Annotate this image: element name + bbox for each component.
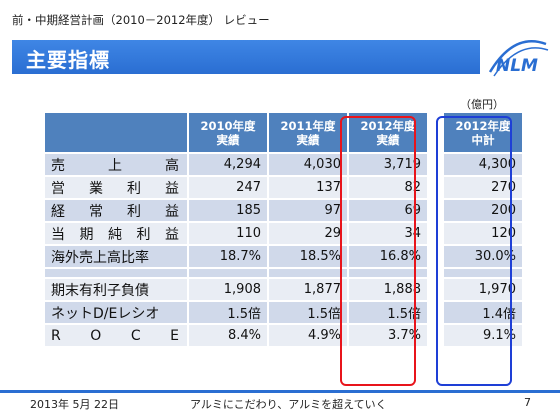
column-header: 2011年度 実績 <box>268 113 349 154</box>
row-label-text: O <box>90 327 102 344</box>
highlight-2012-actual <box>340 116 416 386</box>
row-label-text: 当 <box>51 226 65 243</box>
row-label-text: 益 <box>165 226 179 243</box>
row-label-text: 益 <box>165 203 179 220</box>
footer-date: 2013年 5月 22日 <box>30 398 119 411</box>
row-label-text: 利 <box>127 203 141 220</box>
value-cell: 1.5倍 <box>268 301 349 325</box>
header-blank-cell <box>45 113 189 154</box>
value-cell: 200 <box>443 199 524 223</box>
row-label-text: R <box>51 327 61 344</box>
row-label-text: 上 <box>108 157 122 174</box>
value-cell: 97 <box>268 199 349 223</box>
unit-label: （億円） <box>460 98 504 111</box>
highlight-2012-plan <box>436 116 512 386</box>
value-cell: 18.5% <box>268 245 349 269</box>
row-label-text: 海外売上高比率 <box>51 249 149 266</box>
value-cell: 185 <box>188 199 269 223</box>
value-cell: 4.9% <box>268 324 349 348</box>
row-label-text: C <box>130 327 141 344</box>
row-label-text: 営 <box>51 180 65 197</box>
row-label-text: 経 <box>51 203 65 220</box>
row-label-text: 利 <box>136 226 151 243</box>
row-label: ネットD/Eレシオ <box>45 301 189 325</box>
footer-divider <box>0 390 560 393</box>
value-cell: 8.4% <box>188 324 269 348</box>
row-label-text: 高 <box>165 157 179 174</box>
row-label-text: 益 <box>165 180 179 197</box>
slide-caption: 前・中期経営計画（2010－2012年度） レビュー <box>12 13 270 27</box>
row-label-text: 業 <box>89 180 103 197</box>
footer-slogan: アルミにこだわり、アルミを超えていく <box>190 398 387 411</box>
value-cell: 137 <box>268 176 349 200</box>
row-label-text: 常 <box>89 203 103 220</box>
row-label: 営業利益 <box>45 176 189 200</box>
row-label: 経常利益 <box>45 199 189 223</box>
row-label: 海外売上高比率 <box>45 245 189 269</box>
row-label-text: 売 <box>51 157 65 174</box>
value-cell: 1,877 <box>268 278 349 302</box>
table-spacer-row <box>45 268 524 279</box>
table-row: 経常利益 185 97 69 200 <box>45 199 524 223</box>
value-cell: 110 <box>188 222 269 246</box>
row-label-text: 純 <box>108 226 122 243</box>
table-row: 海外売上高比率 18.7% 18.5% 16.8% 30.0% <box>45 245 524 269</box>
gap-cell <box>428 153 444 177</box>
column-header: 2010年度 実績 <box>188 113 269 154</box>
row-label-text: 期 <box>79 226 94 243</box>
value-cell: 4,030 <box>268 153 349 177</box>
row-label-text: E <box>170 327 179 344</box>
row-label: 当期純利益 <box>45 222 189 246</box>
value-cell: 4,294 <box>188 153 269 177</box>
value-cell: 1.5倍 <box>188 301 269 325</box>
logo-text: NLM <box>496 56 538 76</box>
title-banner: 主要指標 <box>12 40 480 74</box>
page-number: 7 <box>524 396 531 409</box>
row-label: 期末有利子負債 <box>45 278 189 302</box>
value-cell: 18.7% <box>188 245 269 269</box>
value-cell: 247 <box>188 176 269 200</box>
row-label-text: 利 <box>127 180 141 197</box>
value-cell: 1,908 <box>188 278 269 302</box>
table-row: ネットD/Eレシオ 1.5倍 1.5倍 1.5倍 1.4倍 <box>45 301 524 325</box>
slide-title: 主要指標 <box>26 48 110 72</box>
row-label-text: ネットD/Eレシオ <box>51 305 160 322</box>
value-cell: 29 <box>268 222 349 246</box>
row-label: 売上高 <box>45 153 189 177</box>
company-logo-icon: NLM <box>488 39 549 77</box>
table-row: 売上高 4,294 4,030 3,719 4,300 <box>45 153 524 177</box>
value-cell: 30.0% <box>443 245 524 269</box>
row-label-text: 期末有利子負債 <box>51 282 149 299</box>
